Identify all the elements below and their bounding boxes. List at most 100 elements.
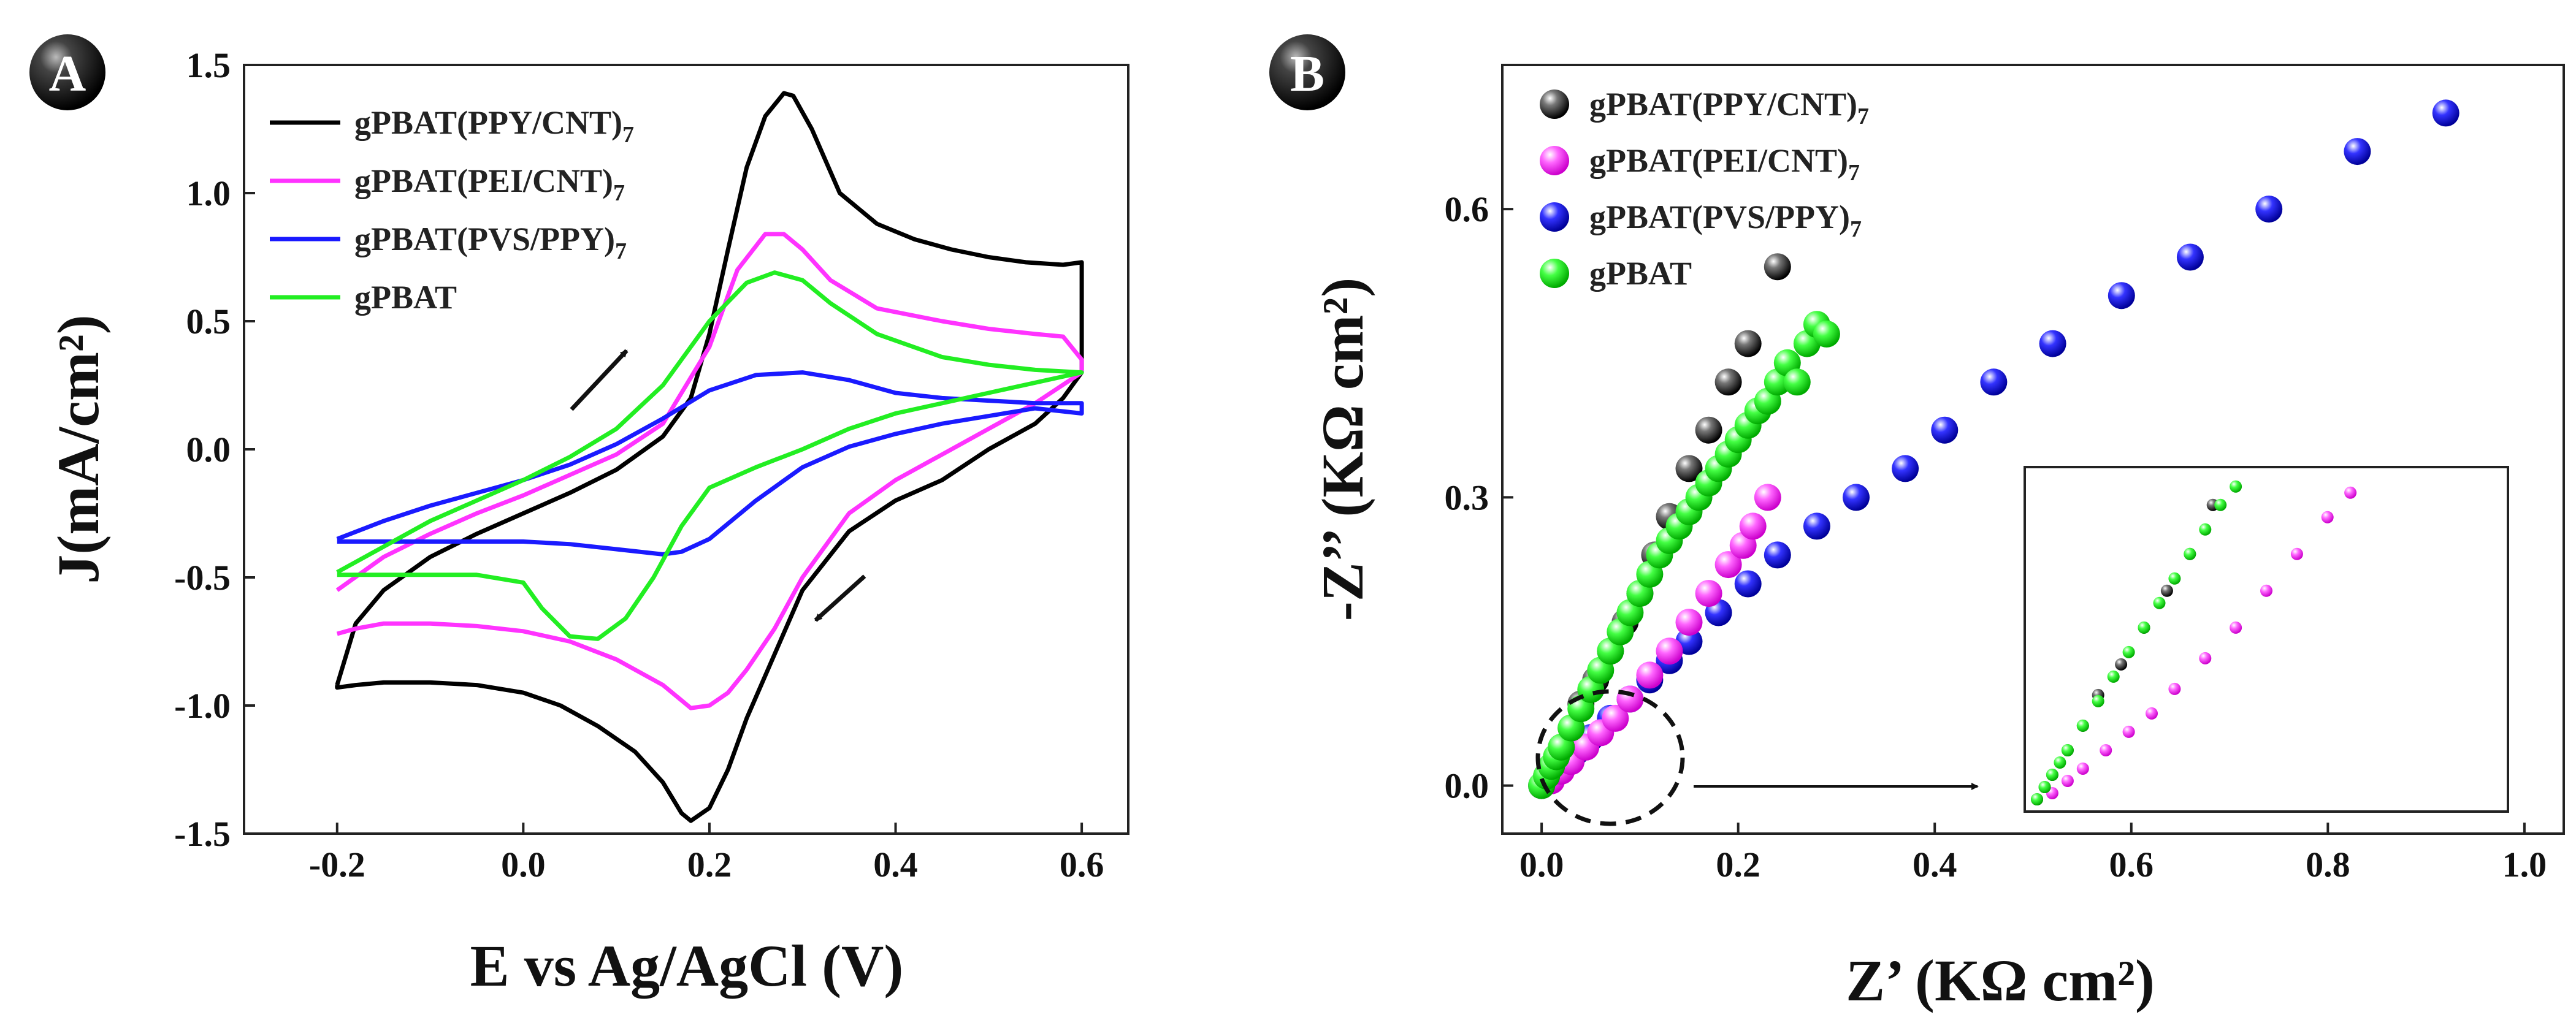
inset-point-ppy_cnt [2160, 584, 2173, 597]
inset-point-gpbat [2214, 498, 2227, 511]
panel-b-x-tick-label: 0.8 [2306, 845, 2350, 885]
panel-b-y-tick-label: 0.6 [1445, 189, 1489, 229]
panel-a-legend: gPBAT(PPY/CNT)7 gPBAT(PEI/CNT)7 gPBAT(PVS/… [270, 104, 634, 316]
panel-b-legend: gPBAT(PPY/CNT)7 gPBAT(PEI/CNT)7 gPBAT(PVS/… [1540, 86, 1869, 292]
scatter-point-pvs_ppy [1803, 512, 1830, 540]
inset-point-gpbat [2199, 523, 2212, 536]
legend-subscript: 7 [1848, 160, 1860, 186]
inset-point-ppy_cnt [2115, 658, 2128, 671]
panel-a-x-tick-label: 0.2 [687, 845, 732, 885]
legend-marker-pei_cnt [1540, 146, 1569, 175]
inset-point-pei_cnt [2290, 547, 2303, 560]
cv-curve-pvs_ppy [336, 370, 1084, 557]
inset-point-gpbat [2122, 645, 2135, 658]
panel-b-x-tick-label: 0.0 [1519, 845, 1564, 885]
inset-point-pei_cnt [2061, 775, 2074, 787]
cv-curve-gpbat [336, 270, 1084, 641]
panel-b-x-tick-label: 0.6 [2109, 845, 2154, 885]
panel-b: B 0.0 0.2 0.4 0.6 0.8 1.0 0.0 0.3 0.6 gPBAT(PPY/… [1269, 34, 2565, 1013]
legend-label-pei_cnt: gPBAT(PEI/CNT)7 [354, 162, 625, 206]
panel-a-y-tick-label: 0.0 [186, 430, 231, 470]
scatter-point-pei_cnt [1739, 512, 1767, 540]
scatter-point-pvs_ppy [1892, 455, 1919, 482]
scatter-point-pvs_ppy [1980, 368, 2008, 396]
panel-a-y-tick-label: 0.5 [186, 302, 231, 341]
panel-b-y-tick-label: 0.3 [1445, 477, 1489, 517]
inset-point-pei_cnt [2344, 486, 2357, 499]
legend-label-gpbat: gPBAT [354, 279, 457, 316]
legend-label-ppy_cnt: gPBAT(PPY/CNT)7 [1589, 86, 1869, 129]
panel-b-series [1528, 99, 2459, 799]
panel-b-plot-frame [1501, 64, 2565, 835]
scatter-point-pei_cnt [1602, 704, 1629, 732]
scatter-point-ppy_cnt [1675, 455, 1703, 482]
panel-b-x-tick-label: 0.2 [1716, 845, 1760, 885]
scatter-point-pei_cnt [1656, 637, 1683, 665]
reverse-scan-arrow [814, 574, 866, 622]
inset-point-gpbat [2153, 596, 2166, 609]
panel-b-zoom-annotation [1535, 466, 2509, 826]
inset-point-pei_cnt [2230, 621, 2242, 634]
scatter-point-pvs_ppy [2176, 243, 2204, 271]
inset-point-gpbat [2054, 756, 2066, 769]
scatter-point-pei_cnt [1636, 661, 1664, 689]
scatter-point-gpbat [1783, 368, 1811, 396]
panel-b-x-tick-label: 1.0 [2502, 845, 2547, 885]
inset-point-gpbat [2230, 480, 2242, 493]
panel-a-badge-circle [29, 34, 105, 110]
inset-point-pei_cnt [2260, 584, 2272, 597]
inset-point-gpbat [2168, 572, 2181, 585]
panel-a-y-tick-label: -1.5 [174, 814, 231, 854]
panel-b-badge: B [1269, 34, 1345, 110]
legend-subscript: 7 [622, 122, 634, 148]
legend-label-ppy_cnt: gPBAT(PPY/CNT)7 [354, 104, 634, 148]
panel-b-y-axis-label: -Z’’ (KΩ cm²) [1310, 278, 1375, 622]
panel-b-x-tick-label: 0.4 [1913, 845, 1957, 885]
scatter-point-gpbat [1813, 320, 1840, 348]
panel-b-badge-label: B [1290, 45, 1324, 102]
zoom-region-circle [1535, 689, 1685, 826]
scatter-point-pei_cnt [1616, 685, 1644, 713]
panel-a-y-tick-label: 1.0 [186, 173, 231, 213]
legend-marker-gpbat [1540, 259, 1569, 288]
panel-a-x-tick-label: -0.2 [309, 845, 365, 885]
panel-a-x-axis-label: E vs Ag/AgCl (V) [470, 933, 904, 999]
scatter-point-ppy_cnt [1764, 253, 1791, 281]
panel-a-annotations [570, 349, 866, 622]
inset-point-gpbat [2046, 769, 2058, 781]
panel-a-x-tick-label: 0.6 [1060, 845, 1104, 885]
legend-label-pvs_ppy: gPBAT(PVS/PPY)7 [1589, 199, 1862, 242]
panel-a: A -0.2 0.0 0.2 0.4 0.6 -1.5 -1.0 -0.5 0.0 0.5 1.0 1… [29, 34, 1129, 999]
panel-a-badge: A [29, 34, 105, 110]
panel-a-ticks: -0.2 0.0 0.2 0.4 0.6 -1.5 -1.0 -0.5 0.0 0.5 1.0 1.5 [174, 45, 1104, 885]
inset-point-pei_cnt [2168, 682, 2181, 695]
legend-subscript: 7 [613, 180, 625, 206]
legend-label-pei_cnt: gPBAT(PEI/CNT)7 [1589, 142, 1860, 186]
inset-point-pei_cnt [2100, 744, 2112, 756]
inset-point-pei_cnt [2076, 763, 2089, 775]
panel-b-x-axis-label: Z’ (KΩ cm²) [1846, 948, 2155, 1013]
inset-point-pei_cnt [2122, 725, 2135, 738]
panel-a-y-axis-label: J(mA/cm²) [45, 314, 111, 584]
forward-scan-arrow [570, 349, 629, 411]
cv-curve-pei_cnt [335, 232, 1084, 710]
scatter-point-pvs_ppy [2108, 282, 2135, 310]
legend-subscript: 7 [615, 238, 627, 264]
inset-point-gpbat [2038, 781, 2051, 793]
scatter-point-pei_cnt [1714, 551, 1742, 579]
scatter-point-ppy_cnt [1714, 368, 1742, 396]
scatter-point-ppy_cnt [1734, 330, 1762, 357]
inset-point-gpbat [2184, 547, 2196, 560]
scatter-point-pvs_ppy [2039, 330, 2066, 357]
scatter-point-pvs_ppy [2432, 99, 2459, 127]
legend-subscript: 7 [1850, 216, 1862, 242]
inset-point-pei_cnt [2199, 652, 2212, 664]
panel-b-y-tick-label: 0.0 [1445, 766, 1489, 806]
panel-a-y-tick-label: -0.5 [174, 558, 231, 598]
legend-label-gpbat: gPBAT [1589, 255, 1692, 292]
inset-point-gpbat [2061, 744, 2074, 756]
panel-a-badge-label: A [49, 45, 86, 102]
inset-point-gpbat [2092, 694, 2104, 707]
inset-point-gpbat [2076, 719, 2089, 732]
